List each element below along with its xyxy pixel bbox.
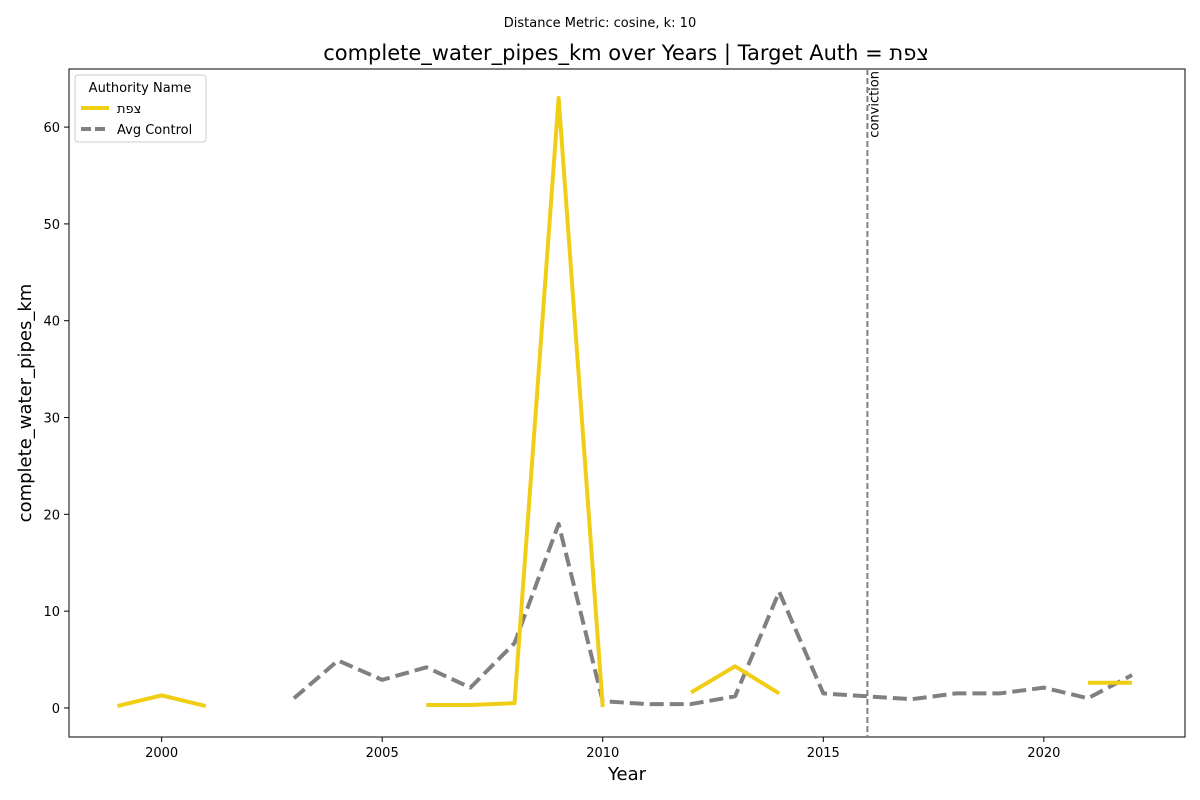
x-axis: 2000 2005 2010 2015 2020 [145,737,1060,761]
x-axis-label: Year [607,764,647,785]
x-tick-label: 2015 [807,746,840,761]
y-axis-label: complete_water_pipes_km [15,284,36,523]
series-layer [117,96,1134,708]
y-tick-label: 10 [43,605,60,620]
series-line-target [689,664,781,696]
annotations: conviction [866,69,882,737]
plot-area [68,68,1186,738]
legend-box [74,74,207,143]
y-tick-label: 30 [43,412,60,427]
legend-label-control: Avg Control [117,123,192,138]
x-tick-label: 2005 [366,746,399,761]
legend-label-target: צפת [117,102,141,117]
chart-suptitle: Distance Metric: cosine, k: 10 [504,16,696,31]
y-tick-label: 0 [52,702,60,717]
series-line-target [117,693,207,708]
x-tick-label: 2020 [1027,746,1060,761]
y-tick-label: 60 [43,121,60,136]
chart-title: complete_water_pipes_km over Years | Tar… [323,41,929,66]
x-tick-label: 2000 [145,746,178,761]
series-line-target [426,96,605,708]
series-line-control [292,522,1134,707]
y-tick-label: 20 [43,508,60,523]
x-tick-label: 2010 [586,746,619,761]
y-tick-label: 40 [43,315,60,330]
legend: Authority Name צפת Avg Control [74,74,207,143]
y-tick-label: 50 [43,218,60,233]
y-axis: 0 10 20 30 40 50 60 [43,121,69,717]
conviction-label: conviction [867,71,882,138]
legend-title: Authority Name [89,81,192,96]
